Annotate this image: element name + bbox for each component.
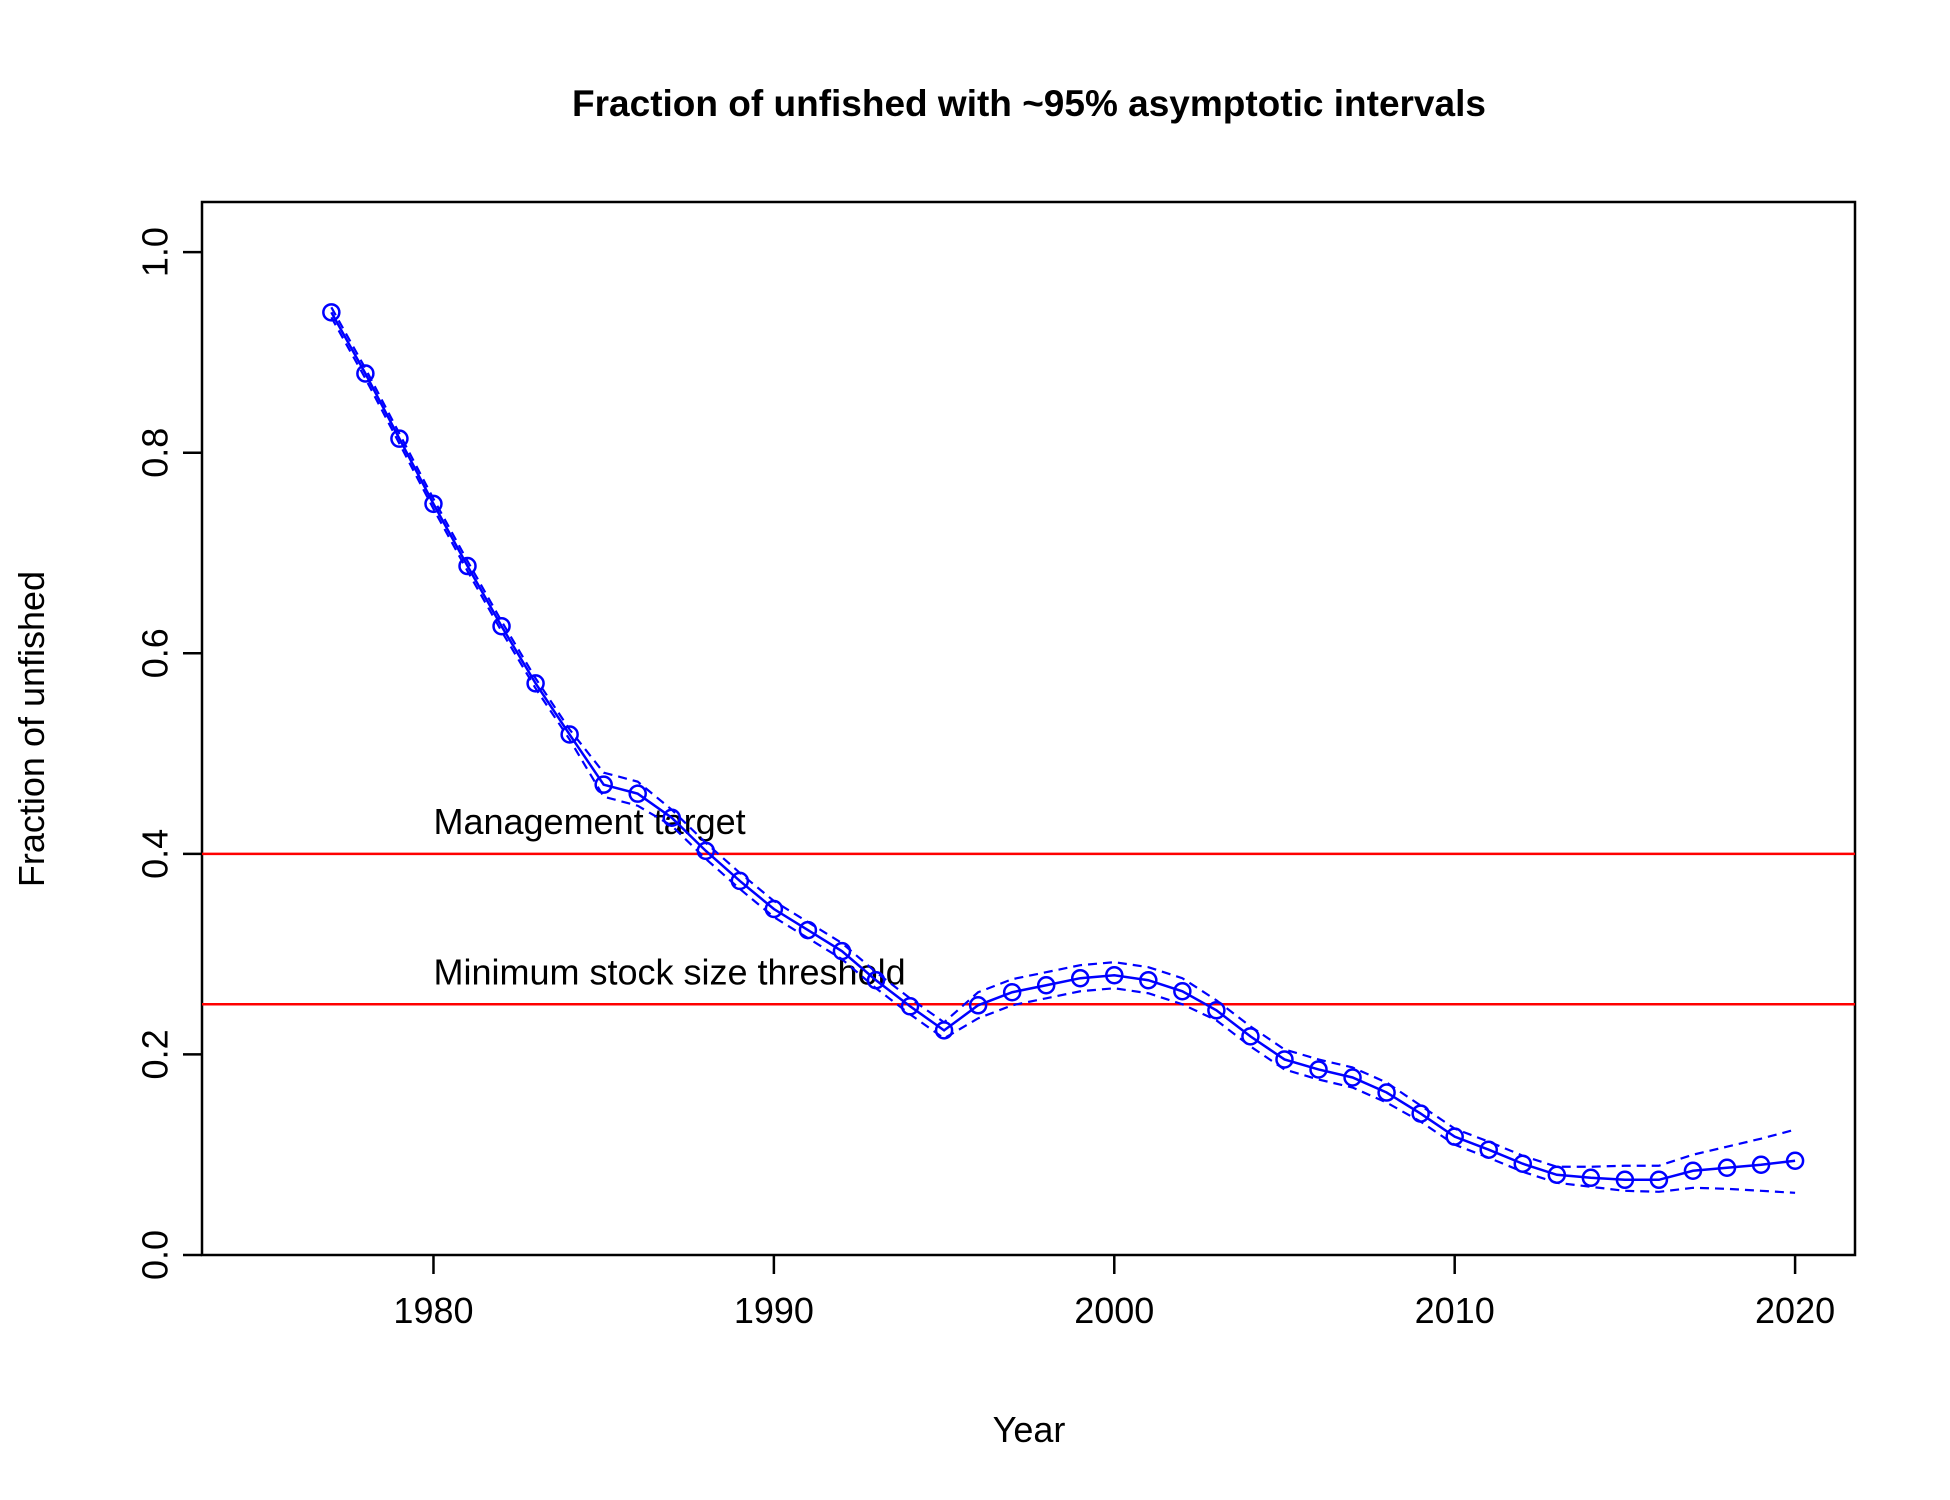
data-point	[560, 725, 579, 744]
data-point	[1411, 1104, 1430, 1123]
y-axis-label: Fraction of unfished	[11, 571, 52, 887]
data-point	[696, 841, 716, 861]
x-axis-label: Year	[993, 1409, 1066, 1450]
interval-line	[330, 306, 1796, 1168]
data-point	[1649, 1170, 1669, 1190]
data-point	[1751, 1155, 1771, 1174]
data-point	[866, 970, 886, 990]
data-point	[390, 429, 409, 448]
x-tick-label: 2020	[1755, 1290, 1835, 1331]
data-point	[424, 494, 443, 514]
y-tick-label: 0.6	[135, 628, 176, 678]
y-tick-label: 0.0	[135, 1230, 176, 1280]
data-point	[1343, 1068, 1362, 1087]
series-line	[330, 311, 1796, 1182]
data-point	[1207, 1001, 1226, 1020]
x-tick-label: 1980	[393, 1290, 473, 1331]
data-point	[1717, 1158, 1737, 1178]
y-tick-label: 1.0	[135, 227, 176, 277]
data-point	[1275, 1050, 1294, 1069]
data-point	[492, 616, 511, 636]
data-point	[1173, 981, 1192, 1001]
data-point	[458, 556, 477, 576]
data-point	[730, 871, 750, 891]
data-point	[322, 303, 341, 322]
data-point	[968, 996, 988, 1015]
x-tick-label: 1990	[734, 1290, 814, 1331]
data-point	[1002, 983, 1022, 1002]
data-point	[934, 1021, 954, 1040]
data-point	[832, 941, 852, 961]
data-point	[1479, 1140, 1498, 1159]
data-point	[356, 364, 375, 383]
data-point	[526, 674, 545, 693]
y-tick-label: 0.2	[135, 1029, 176, 1079]
data-point	[764, 899, 784, 919]
data-point	[628, 784, 647, 803]
chart-title: Fraction of unfished with ~95% asymptoti…	[572, 83, 1486, 124]
plot-box	[200, 200, 1857, 1257]
data-point	[900, 997, 920, 1016]
reference-label: Minimum stock size threshold	[433, 951, 905, 992]
data-point	[1309, 1060, 1328, 1079]
interval-line	[330, 316, 1796, 1194]
data-point	[1445, 1127, 1464, 1146]
data-point	[662, 808, 682, 828]
data-point	[1377, 1083, 1396, 1102]
data-point	[1139, 970, 1158, 990]
data-point	[1547, 1165, 1567, 1185]
data-point	[798, 920, 818, 940]
x-tick-label: 2010	[1415, 1290, 1495, 1331]
data-point	[1105, 965, 1124, 985]
data-point	[1615, 1170, 1635, 1190]
reference-label: Management target	[433, 801, 745, 842]
y-tick-label: 0.4	[135, 829, 176, 879]
y-tick-label: 0.8	[135, 428, 176, 478]
x-tick-label: 2000	[1074, 1290, 1154, 1331]
data-point	[594, 775, 613, 794]
data-point	[1683, 1161, 1703, 1181]
data-point	[1036, 975, 1056, 995]
data-point	[1513, 1154, 1533, 1173]
data-point	[1070, 968, 1090, 988]
data-point	[1581, 1168, 1601, 1188]
data-point	[1241, 1027, 1260, 1046]
data-point	[1785, 1151, 1805, 1170]
